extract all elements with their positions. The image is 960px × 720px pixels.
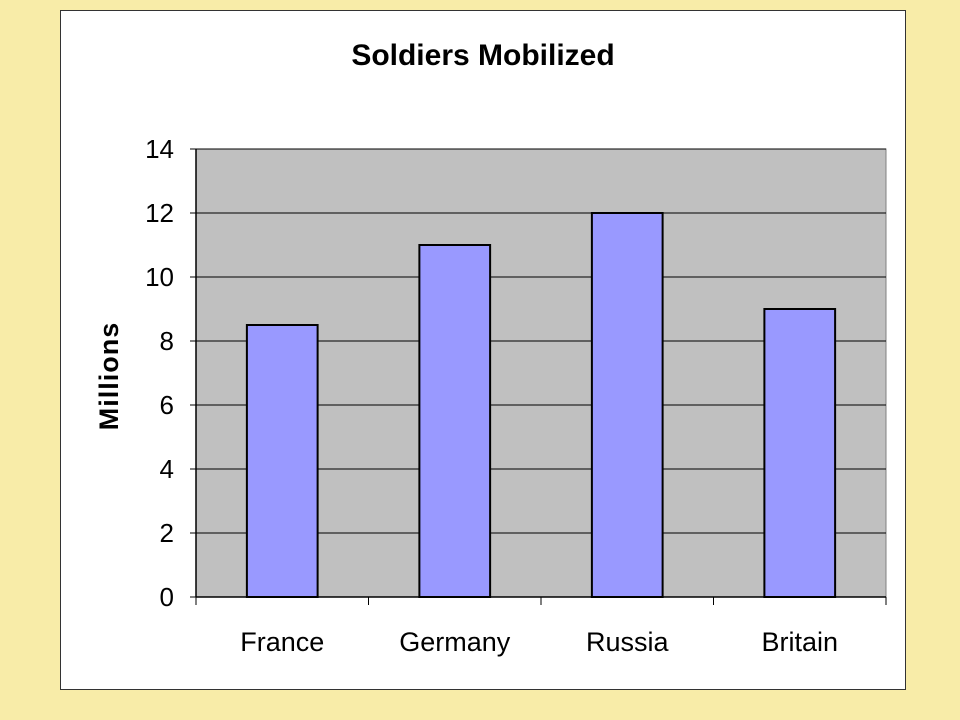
- x-tick-label: France: [240, 627, 324, 657]
- y-tick-label: 12: [145, 198, 174, 228]
- bar-france: [245, 324, 319, 598]
- x-tick-label: Russia: [586, 627, 670, 657]
- x-tick-label: Germany: [399, 627, 511, 657]
- y-tick-label: 4: [160, 454, 174, 484]
- bar-russia: [590, 212, 664, 598]
- x-tick-label: Britain: [761, 627, 838, 657]
- bar-germany: [418, 244, 492, 598]
- x-tick-labels: France Germany Russia Britain: [240, 627, 838, 657]
- y-tick-label: 2: [160, 518, 174, 548]
- y-tick-label: 6: [160, 390, 174, 420]
- y-tick-label: 0: [160, 582, 174, 612]
- y-tick-label: 14: [145, 134, 174, 164]
- axes: [190, 148, 887, 605]
- y-tick-label: 8: [160, 326, 174, 356]
- y-tick-label: 10: [145, 262, 174, 292]
- y-tick-labels: 0 2 4 6 8 10 12 14: [145, 134, 174, 612]
- y-axis-label: Millions: [94, 322, 124, 431]
- bars: [245, 212, 837, 598]
- chart-title: Soldiers Mobilized: [351, 39, 614, 72]
- bar-britain: [763, 308, 837, 598]
